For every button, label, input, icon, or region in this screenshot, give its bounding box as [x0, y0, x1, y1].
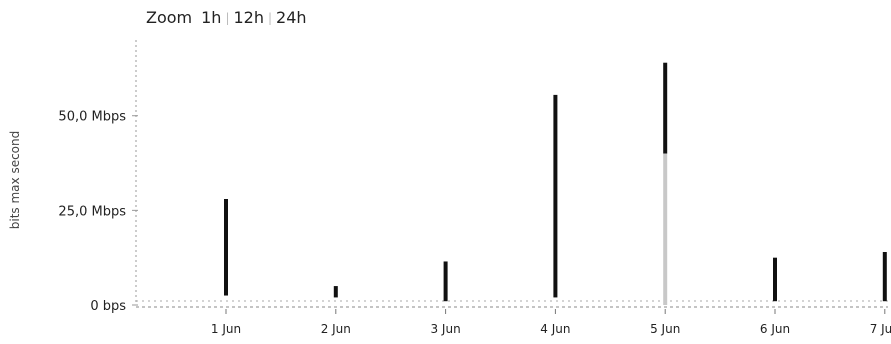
x-tick-label: 4 Jun — [540, 322, 570, 336]
data-bar — [663, 62, 668, 154]
x-tick-label: 5 Jun — [650, 322, 680, 336]
zoom-12h-button[interactable]: 12h — [233, 8, 265, 27]
y-axis-title: bits max second — [8, 131, 22, 229]
y-tick-label: 0 bps — [90, 299, 126, 314]
x-tick-label: 3 Jun — [430, 322, 460, 336]
data-bar — [882, 252, 887, 302]
x-tick-label: 1 Jun — [211, 322, 241, 336]
data-bar — [773, 257, 777, 302]
data-bar — [553, 94, 558, 298]
zoom-separator: | — [268, 10, 273, 25]
data-bar — [443, 261, 448, 302]
data-bar — [333, 286, 338, 298]
x-tick-label: 7 Jun — [870, 322, 891, 336]
y-tick-label: 25,0 Mbps — [58, 204, 126, 219]
zoom-24h-button[interactable]: 24h — [276, 8, 307, 27]
zoom-bar: Zoom 1h | 12h | 24h — [146, 8, 310, 27]
y-tick-label: 50,0 Mbps — [58, 110, 126, 125]
data-bar-lower-trace — [663, 153, 668, 305]
zoom-label: Zoom — [146, 8, 193, 27]
x-tick-label: 2 Jun — [321, 322, 351, 336]
data-bar — [224, 199, 228, 296]
zoom-1h-button[interactable]: 1h — [201, 8, 222, 27]
zoom-separator: | — [225, 10, 230, 25]
x-tick-label: 6 Jun — [760, 322, 790, 336]
